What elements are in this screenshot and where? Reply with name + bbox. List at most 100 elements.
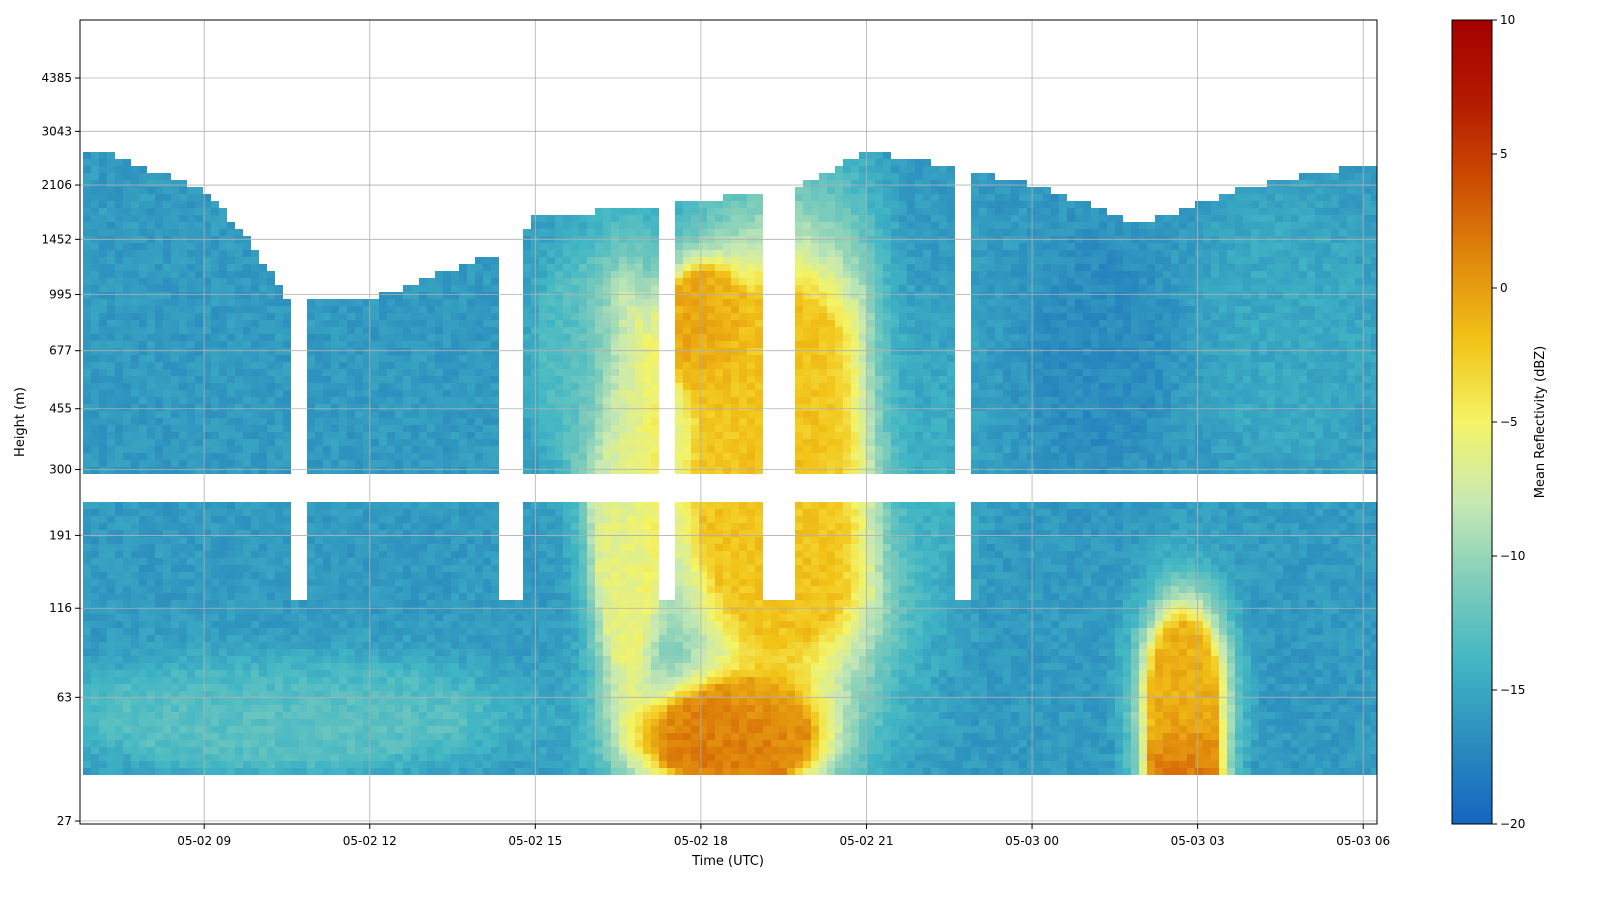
heatmap-cell [443,523,451,530]
heatmap-cell [243,663,251,670]
heatmap-cell [83,761,91,768]
heatmap-cell [203,453,211,460]
heatmap-cell [403,684,411,691]
heatmap-cell [619,663,627,670]
heatmap-cell [523,719,531,726]
heatmap-cell [355,306,363,313]
heatmap-cell [363,754,371,761]
heatmap-cell [115,530,123,537]
heatmap-cell [603,334,611,341]
heatmap-cell [403,544,411,551]
heatmap-cell [339,656,347,663]
heatmap-cell [355,768,363,775]
heatmap-cell [627,509,635,516]
heatmap-cell [179,390,187,397]
heatmap-cell [419,684,427,691]
heatmap-cell [395,453,403,460]
heatmap-cell [155,194,163,201]
heatmap-cell [131,761,139,768]
heatmap-cell [643,285,651,292]
heatmap-cell [491,572,499,579]
heatmap-cell [491,446,499,453]
heatmap-cell [163,376,171,383]
heatmap-cell [427,369,435,376]
heatmap-cell [171,306,179,313]
heatmap-cell [219,614,227,621]
heatmap-cell [219,726,227,733]
heatmap-cell [403,628,411,635]
heatmap-cell [539,250,547,257]
heatmap-cell [299,642,307,649]
heatmap-cell [123,705,131,712]
heatmap-cell [91,390,99,397]
heatmap-cell [307,656,315,663]
heatmap-cell [331,747,339,754]
heatmap-cell [195,586,203,593]
heatmap-cell [83,460,91,467]
heatmap-cell [299,677,307,684]
heatmap-cell [267,761,275,768]
heatmap-cell [387,656,395,663]
heatmap-cell [99,327,107,334]
heatmap-cell [323,383,331,390]
heatmap-cell [579,383,587,390]
heatmap-cell [219,257,227,264]
heatmap-cell [83,404,91,411]
heatmap-cell [187,733,195,740]
heatmap-cell [139,201,147,208]
heatmap-cell [187,320,195,327]
heatmap-cell [187,684,195,691]
heatmap-cell [123,285,131,292]
heatmap-cell [403,593,411,600]
heatmap-cell [211,355,219,362]
heatmap-cell [203,418,211,425]
heatmap-cell [235,684,243,691]
heatmap-cell [99,446,107,453]
heatmap-cell [139,698,147,705]
heatmap-cell [395,299,403,306]
heatmap-cell [91,621,99,628]
heatmap-cell [107,635,115,642]
heatmap-cell [323,362,331,369]
heatmap-cell [419,544,427,551]
heatmap-cell [219,292,227,299]
heatmap-cell [259,565,267,572]
heatmap-cell [571,712,579,719]
heatmap-cell [603,320,611,327]
heatmap-cell [595,285,603,292]
heatmap-cell [211,670,219,677]
heatmap-cell [99,264,107,271]
heatmap-cell [411,355,419,362]
heatmap-cell [83,719,91,726]
heatmap-cell [83,684,91,691]
heatmap-cell [411,635,419,642]
heatmap-cell [547,460,555,467]
heatmap-cell [435,411,443,418]
heatmap-cell [387,586,395,593]
heatmap-cell [107,600,115,607]
heatmap-cell [579,593,587,600]
heatmap-cell [635,572,643,579]
heatmap-cell [347,530,355,537]
heatmap-cell [123,243,131,250]
heatmap-cell [275,334,283,341]
heatmap-cell [523,320,531,327]
heatmap-cell [115,376,123,383]
heatmap-cell [339,460,347,467]
heatmap-cell [635,425,643,432]
heatmap-cell [635,523,643,530]
heatmap-cell [211,712,219,719]
heatmap-cell [555,467,563,474]
heatmap-cell [539,754,547,761]
heatmap-cell [163,348,171,355]
heatmap-cell [171,670,179,677]
heatmap-cell [579,453,587,460]
heatmap-cell [187,544,195,551]
heatmap-cell [219,390,227,397]
heatmap-cell [603,278,611,285]
heatmap-cell [259,341,267,348]
heatmap-cell [139,243,147,250]
heatmap-cell [563,390,571,397]
heatmap-cell [475,334,483,341]
heatmap-cell [483,278,491,285]
